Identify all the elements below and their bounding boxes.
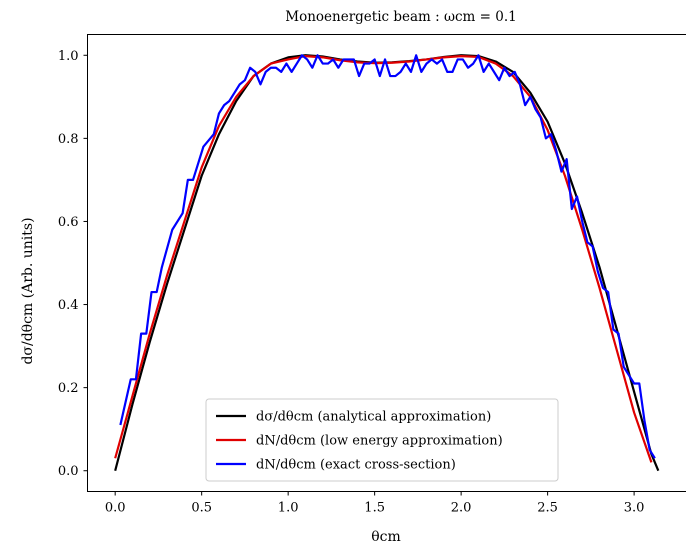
plot-frame <box>87 34 686 492</box>
legend-label-1: dσ/dθcm (analytical approximation) <box>256 410 491 425</box>
y-axis-label: dσ/dθcm (Arb. units) <box>20 217 36 364</box>
plot-lines <box>114 54 660 472</box>
y-tick-label: 0.6 <box>58 215 79 230</box>
legend: dσ/dθcm (analytical approximation) dN/dθc… <box>205 398 559 482</box>
y-tick-label: 1.0 <box>58 49 79 64</box>
y-tick-label: 0.4 <box>58 298 79 313</box>
legend-box <box>205 398 559 482</box>
legend-label-3: dN/dθcm (exact cross-section) <box>256 458 456 473</box>
series-line-3 <box>119 54 656 459</box>
x-tick-label: 3.0 <box>624 501 645 516</box>
x-tick-label: 1.5 <box>364 501 385 516</box>
x-axis-label: θcm <box>371 529 401 545</box>
x-tick-label: 2.5 <box>537 501 558 516</box>
x-tick-label: 0.5 <box>191 501 212 516</box>
legend-label-2: dN/dθcm (low energy approximation) <box>256 434 503 449</box>
y-tick-label: 0.2 <box>58 381 79 396</box>
chart-title: Monoenergetic beam : ωcm = 0.1 <box>285 9 516 25</box>
x-tick-label: 1.0 <box>278 501 299 516</box>
x-tick-label: 0.0 <box>105 501 126 516</box>
y-tick-label: 0.0 <box>58 464 79 479</box>
ticks: 0.0 0.5 1.0 1.5 2.0 2.5 3.0 0.0 0.2 0.4 0.6 0.8 1.0 <box>58 49 645 516</box>
x-tick-label: 2.0 <box>451 501 472 516</box>
y-tick-label: 0.8 <box>58 132 79 147</box>
